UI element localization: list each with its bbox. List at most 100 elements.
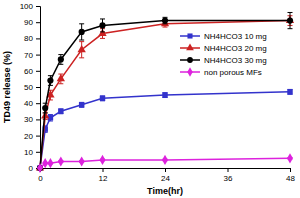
error-cap <box>100 18 105 19</box>
error-cap <box>163 27 168 28</box>
error-cap <box>48 75 53 76</box>
legend-label: NH4HCO3 20 mg <box>204 44 267 53</box>
tick-label: 36 <box>224 174 233 183</box>
error-cap <box>79 23 84 24</box>
error-bar <box>288 12 293 28</box>
marker <box>79 102 84 107</box>
chart: 0122436480102030405060708090100Time(hr)T… <box>0 0 300 198</box>
error-bar <box>43 103 48 113</box>
marker <box>162 17 168 23</box>
x-axis-title: Time(hr) <box>147 186 183 196</box>
error-cap <box>288 28 293 29</box>
marker <box>58 56 64 62</box>
error-bar <box>100 19 105 32</box>
marker <box>287 153 293 163</box>
legend-marker <box>187 67 192 76</box>
series <box>37 12 293 171</box>
legend-marker <box>187 57 193 63</box>
tick-mark <box>36 22 40 23</box>
error-cap <box>100 31 105 32</box>
tick-mark <box>165 168 166 172</box>
tick-label: 100 <box>20 2 34 11</box>
marker <box>47 158 53 168</box>
tick: 70 <box>24 51 40 60</box>
series <box>36 16 294 171</box>
tick: 40 <box>24 99 40 108</box>
tick: 90 <box>24 18 40 27</box>
tick: 48 <box>286 168 295 183</box>
tick-label: 40 <box>24 99 33 108</box>
error-cap <box>48 99 53 100</box>
legend: NH4HCO3 10 mg NH4HCO3 20 mg NH4HCO3 30 mg n… <box>180 32 267 77</box>
marker <box>42 158 48 168</box>
tick-mark <box>228 168 229 172</box>
y-axis: 0102030405060708090100 <box>20 2 41 173</box>
error-cap <box>79 41 84 42</box>
tick-mark <box>36 103 40 104</box>
tick-mark <box>36 71 40 72</box>
series <box>37 89 292 171</box>
tick-label: 90 <box>24 18 33 27</box>
series <box>37 153 293 173</box>
legend-item: NH4HCO3 30 mg <box>180 56 267 65</box>
tick-label: 80 <box>24 34 33 43</box>
line <box>40 21 290 168</box>
legend-item: NH4HCO3 10 mg <box>180 32 267 41</box>
tick-label: 24 <box>161 174 170 183</box>
legend-item: NH4HCO3 20 mg <box>180 44 267 53</box>
marker <box>162 155 168 165</box>
axis-line <box>36 7 41 169</box>
tick-mark <box>36 119 40 120</box>
error-bar <box>79 102 84 107</box>
error-bar <box>163 17 168 23</box>
marker <box>58 109 63 114</box>
tick-label: 10 <box>24 148 33 157</box>
tick-label: 60 <box>24 67 33 76</box>
line <box>40 92 290 168</box>
marker <box>58 156 64 166</box>
tick-mark <box>36 87 40 88</box>
marker <box>79 29 85 35</box>
legend-label: NH4HCO3 30 mg <box>204 56 267 65</box>
marker <box>99 22 105 28</box>
tick: 24 <box>161 168 170 183</box>
error-cap <box>58 64 63 65</box>
tick-label: 70 <box>24 51 33 60</box>
marker <box>287 17 293 23</box>
tick-mark <box>36 152 40 153</box>
marker <box>47 77 53 83</box>
legend-label: non porous MFs <box>204 68 262 77</box>
error-bar <box>79 24 84 40</box>
tick: 30 <box>24 115 40 124</box>
marker <box>78 45 86 52</box>
line <box>40 21 290 168</box>
error-bar <box>288 89 293 94</box>
legend-marker <box>187 33 192 38</box>
tick-label: 50 <box>24 83 33 92</box>
series-area <box>36 12 294 173</box>
tick-mark <box>36 6 40 7</box>
tick: 36 <box>224 168 233 183</box>
tick: 60 <box>24 67 40 76</box>
legend-item: non porous MFs <box>180 67 262 77</box>
error-cap <box>48 121 53 122</box>
marker <box>287 89 292 94</box>
error-cap <box>48 114 53 115</box>
y-axis-title: TD49 release (%) <box>2 51 12 123</box>
tick-label: 48 <box>286 174 295 183</box>
tick-mark <box>36 55 40 56</box>
error-bar <box>48 76 53 86</box>
error-cap <box>58 83 63 84</box>
tick-mark <box>290 168 291 172</box>
plot: 0122436480102030405060708090100 <box>20 2 296 183</box>
error-cap <box>288 12 293 13</box>
tick: 80 <box>24 34 40 43</box>
legend-marker <box>186 44 194 51</box>
tick: 10 <box>24 148 40 157</box>
tick: 12 <box>99 168 108 183</box>
marker <box>57 74 65 81</box>
error-cap <box>43 112 48 113</box>
error-cap <box>43 103 48 104</box>
marker <box>79 156 85 166</box>
error-bar <box>58 55 63 65</box>
